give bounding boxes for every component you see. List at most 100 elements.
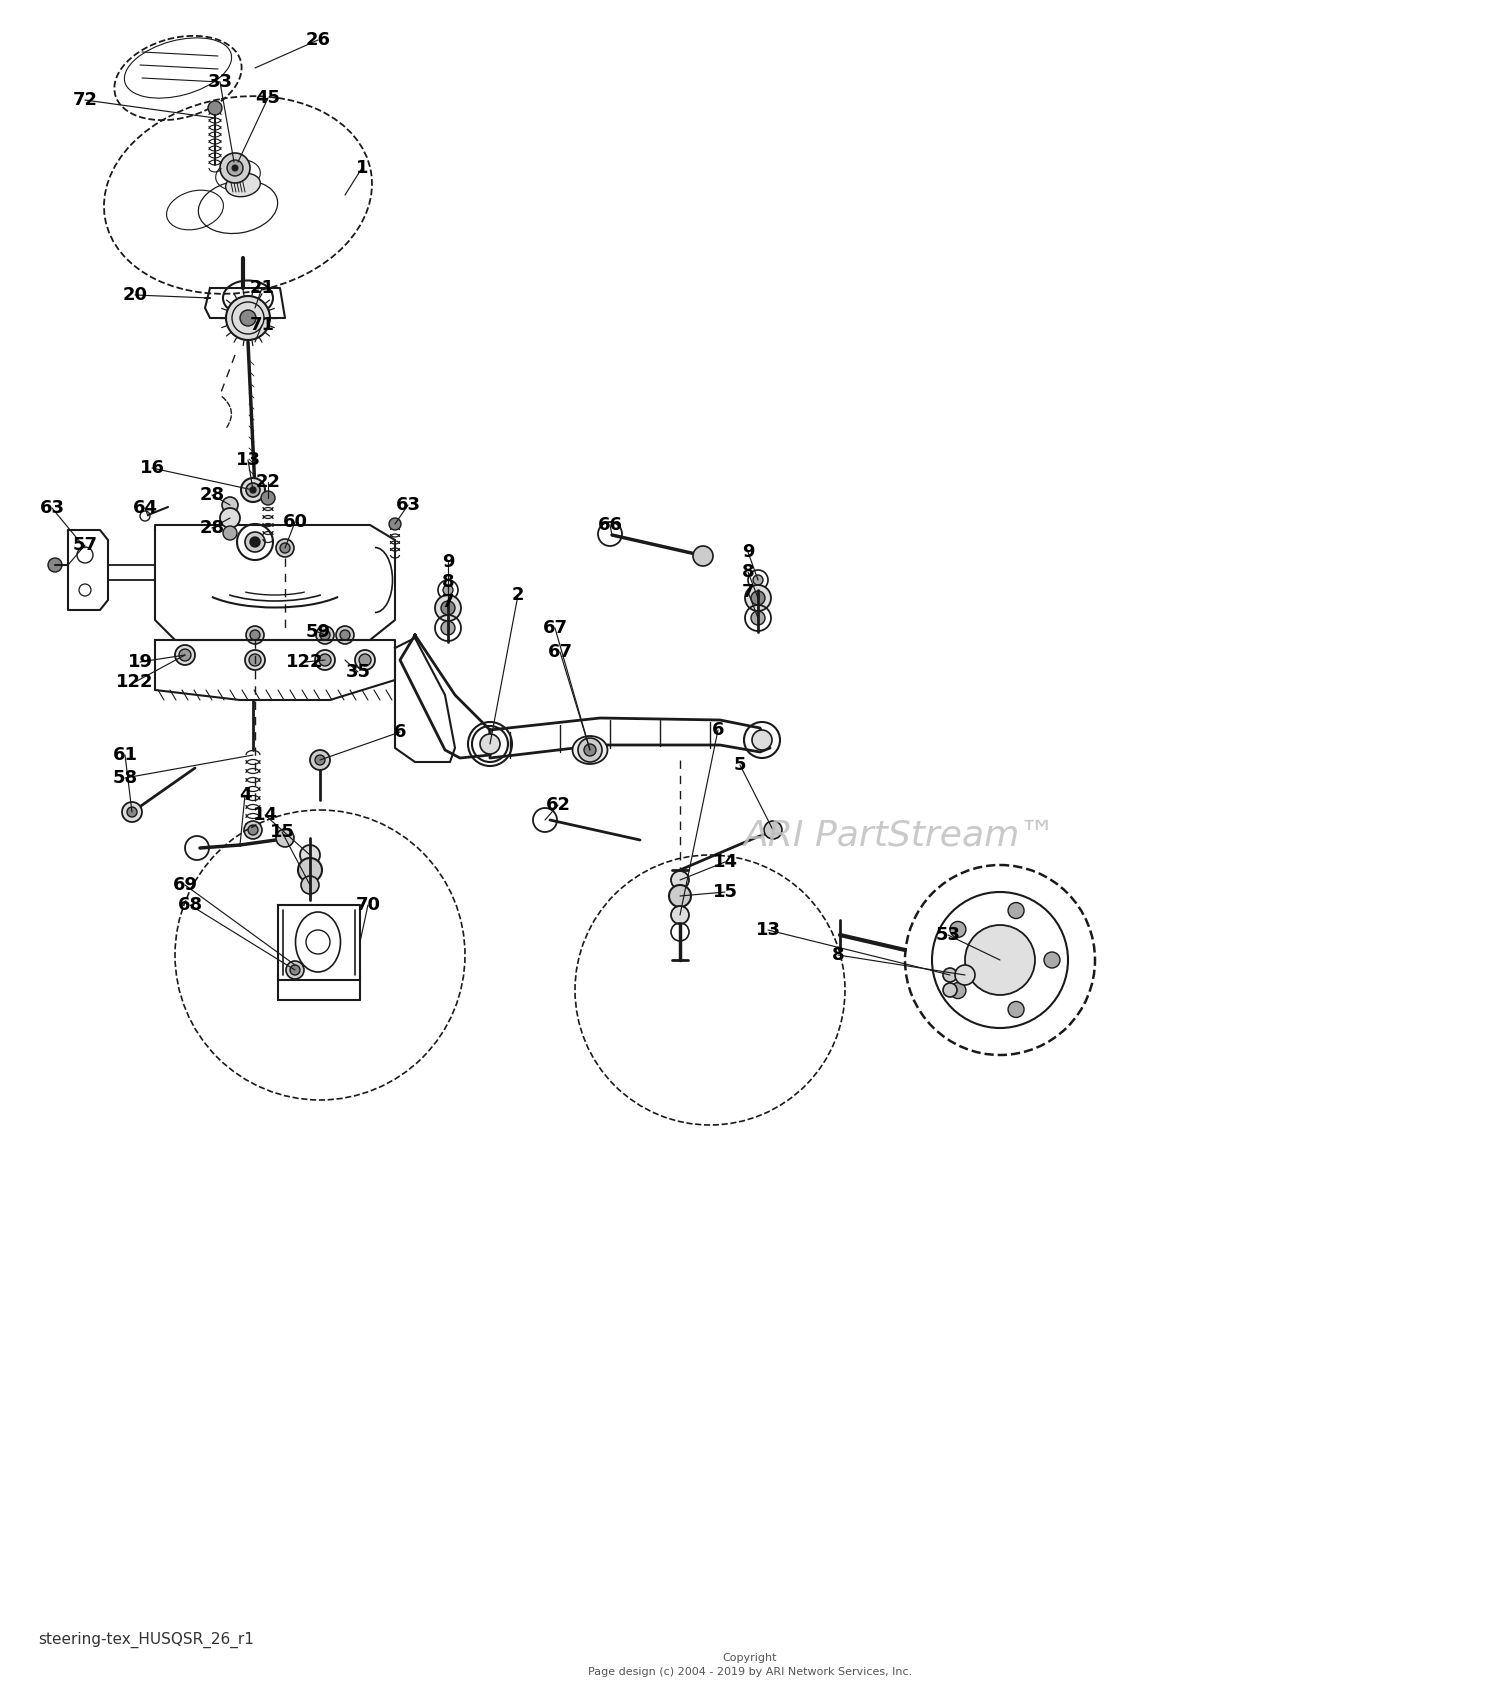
Text: 35: 35 bbox=[345, 663, 370, 681]
Text: 21: 21 bbox=[249, 278, 274, 297]
Text: 71: 71 bbox=[249, 315, 274, 334]
Circle shape bbox=[753, 575, 764, 585]
Text: 69: 69 bbox=[172, 877, 198, 894]
Text: 15: 15 bbox=[270, 823, 294, 841]
Text: 13: 13 bbox=[236, 450, 261, 469]
Circle shape bbox=[244, 821, 262, 840]
Text: 70: 70 bbox=[356, 895, 381, 914]
Circle shape bbox=[242, 479, 266, 502]
Circle shape bbox=[480, 733, 500, 754]
Circle shape bbox=[1008, 902, 1025, 919]
Text: 4: 4 bbox=[238, 786, 252, 804]
Circle shape bbox=[226, 160, 243, 175]
Circle shape bbox=[244, 651, 266, 669]
Circle shape bbox=[302, 877, 320, 894]
Text: 13: 13 bbox=[756, 921, 780, 939]
Circle shape bbox=[280, 543, 290, 553]
Text: 28: 28 bbox=[200, 519, 225, 538]
Circle shape bbox=[336, 626, 354, 644]
Text: 60: 60 bbox=[282, 513, 308, 531]
Circle shape bbox=[441, 620, 454, 636]
Ellipse shape bbox=[225, 174, 261, 197]
Circle shape bbox=[764, 821, 782, 840]
Circle shape bbox=[315, 651, 334, 669]
Circle shape bbox=[224, 526, 237, 540]
Text: 57: 57 bbox=[72, 536, 98, 555]
Circle shape bbox=[276, 830, 294, 846]
Circle shape bbox=[584, 744, 596, 755]
Circle shape bbox=[693, 546, 712, 566]
Circle shape bbox=[441, 600, 454, 615]
Text: 9: 9 bbox=[741, 543, 754, 561]
Text: ARI PartStream™: ARI PartStream™ bbox=[744, 818, 1056, 851]
Circle shape bbox=[261, 491, 274, 506]
Circle shape bbox=[435, 595, 460, 620]
Circle shape bbox=[746, 585, 771, 610]
Circle shape bbox=[1008, 1001, 1025, 1017]
Text: 63: 63 bbox=[39, 499, 64, 518]
Circle shape bbox=[251, 631, 260, 641]
Circle shape bbox=[340, 631, 350, 641]
Circle shape bbox=[310, 750, 330, 771]
Circle shape bbox=[442, 585, 453, 595]
Circle shape bbox=[298, 858, 322, 882]
Circle shape bbox=[950, 983, 966, 998]
Text: Page design (c) 2004 - 2019 by ARI Network Services, Inc.: Page design (c) 2004 - 2019 by ARI Netwo… bbox=[588, 1667, 912, 1678]
Text: 63: 63 bbox=[396, 496, 420, 514]
Circle shape bbox=[752, 610, 765, 626]
Text: 61: 61 bbox=[112, 745, 138, 764]
Circle shape bbox=[300, 845, 320, 865]
Circle shape bbox=[178, 649, 190, 661]
Text: 15: 15 bbox=[712, 883, 738, 900]
Circle shape bbox=[128, 808, 136, 818]
Circle shape bbox=[358, 654, 370, 666]
Text: 6: 6 bbox=[711, 722, 724, 738]
Circle shape bbox=[246, 626, 264, 644]
Circle shape bbox=[176, 646, 195, 664]
Circle shape bbox=[232, 165, 238, 170]
Text: 8: 8 bbox=[741, 563, 754, 582]
Text: 9: 9 bbox=[441, 553, 454, 572]
Circle shape bbox=[320, 631, 330, 641]
Text: 14: 14 bbox=[712, 853, 738, 872]
Circle shape bbox=[276, 540, 294, 556]
Circle shape bbox=[315, 755, 326, 765]
Circle shape bbox=[578, 738, 602, 762]
Text: 14: 14 bbox=[252, 806, 278, 824]
Text: 8: 8 bbox=[831, 946, 844, 964]
Circle shape bbox=[244, 533, 266, 551]
Circle shape bbox=[290, 964, 300, 975]
Circle shape bbox=[316, 626, 334, 644]
Text: 122: 122 bbox=[117, 673, 154, 691]
Text: 122: 122 bbox=[286, 652, 324, 671]
Circle shape bbox=[248, 824, 258, 835]
Circle shape bbox=[1044, 953, 1060, 968]
Circle shape bbox=[220, 153, 251, 184]
Text: 67: 67 bbox=[543, 619, 567, 637]
Circle shape bbox=[249, 654, 261, 666]
Text: 67: 67 bbox=[548, 642, 573, 661]
Text: 45: 45 bbox=[255, 89, 280, 106]
Text: 64: 64 bbox=[132, 499, 158, 518]
Circle shape bbox=[670, 905, 688, 924]
Circle shape bbox=[240, 310, 256, 325]
Circle shape bbox=[226, 297, 270, 341]
Circle shape bbox=[48, 558, 62, 572]
Text: 2: 2 bbox=[512, 587, 524, 604]
Circle shape bbox=[964, 926, 1035, 995]
Circle shape bbox=[670, 872, 688, 889]
Circle shape bbox=[356, 651, 375, 669]
Text: 72: 72 bbox=[72, 91, 98, 110]
Text: 6: 6 bbox=[393, 723, 406, 742]
Circle shape bbox=[251, 487, 257, 492]
Text: 7: 7 bbox=[741, 583, 754, 600]
Text: 59: 59 bbox=[306, 624, 330, 641]
Text: 66: 66 bbox=[597, 516, 622, 534]
Text: 5: 5 bbox=[734, 755, 746, 774]
Text: 53: 53 bbox=[936, 926, 960, 944]
Circle shape bbox=[246, 482, 259, 497]
Text: 19: 19 bbox=[128, 652, 153, 671]
Text: Copyright: Copyright bbox=[723, 1652, 777, 1662]
Circle shape bbox=[956, 964, 975, 985]
Circle shape bbox=[320, 654, 332, 666]
